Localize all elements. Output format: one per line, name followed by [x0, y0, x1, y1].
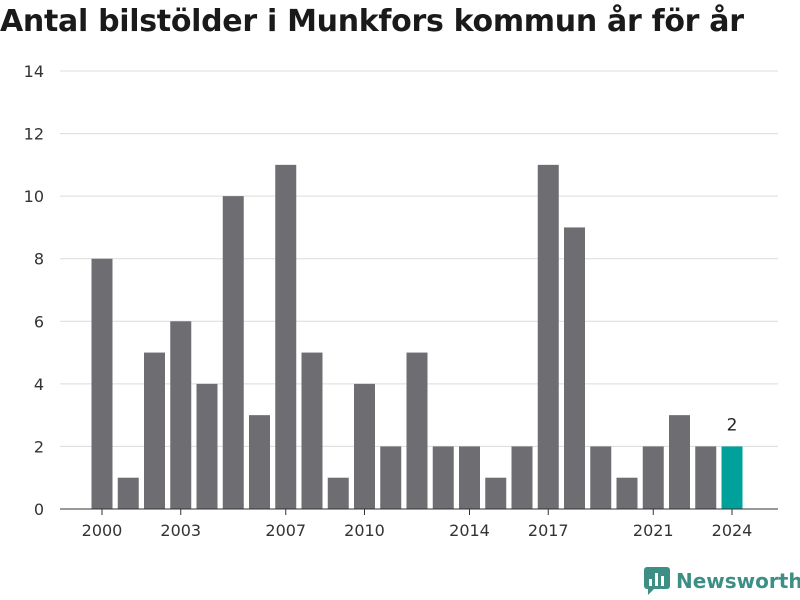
bar	[564, 227, 585, 509]
bar	[537, 164, 559, 509]
y-tick-label: 0	[34, 500, 44, 519]
chart-title: Antal bilstölder i Munkfors kommun år fö…	[0, 4, 744, 39]
x-tick-label: 2010	[344, 521, 385, 540]
bar	[406, 352, 428, 509]
bar-chart-logo-icon	[644, 567, 670, 595]
bar	[616, 477, 638, 509]
bar	[249, 415, 270, 509]
x-tick-label: 2003	[160, 521, 201, 540]
bar	[432, 446, 454, 509]
x-tick-label: 2021	[633, 521, 674, 540]
bar	[590, 446, 612, 509]
bar	[301, 352, 323, 509]
bar	[222, 196, 244, 509]
bar	[196, 383, 218, 509]
bar	[669, 415, 690, 509]
y-tick-label: 6	[34, 312, 44, 331]
bar	[275, 164, 297, 509]
bar	[721, 446, 743, 509]
brand-name: Newsworthy	[676, 569, 800, 593]
bar	[485, 477, 507, 509]
y-tick-label: 14	[24, 62, 44, 81]
y-tick-label: 4	[34, 375, 44, 394]
brand-logo: Newsworthy	[644, 567, 800, 595]
y-tick-label: 8	[34, 250, 44, 269]
x-tick-label: 2017	[528, 521, 569, 540]
y-tick-label: 10	[24, 187, 44, 206]
x-tick-label: 2024	[712, 521, 753, 540]
bar	[144, 352, 165, 509]
bar	[642, 446, 664, 509]
bar	[170, 321, 192, 509]
x-tick-label: 2000	[82, 521, 123, 540]
bar	[380, 446, 402, 509]
y-tick-label: 12	[24, 125, 44, 144]
x-tick-label: 2014	[449, 521, 490, 540]
bar	[511, 446, 533, 509]
x-tick-label: 2007	[265, 521, 306, 540]
bar	[459, 446, 480, 509]
data-label: 2	[727, 415, 738, 435]
bar	[695, 446, 717, 509]
bar	[91, 258, 113, 509]
y-tick-label: 2	[34, 437, 44, 456]
bar	[327, 477, 349, 509]
bar	[354, 383, 375, 509]
bar	[117, 477, 139, 509]
